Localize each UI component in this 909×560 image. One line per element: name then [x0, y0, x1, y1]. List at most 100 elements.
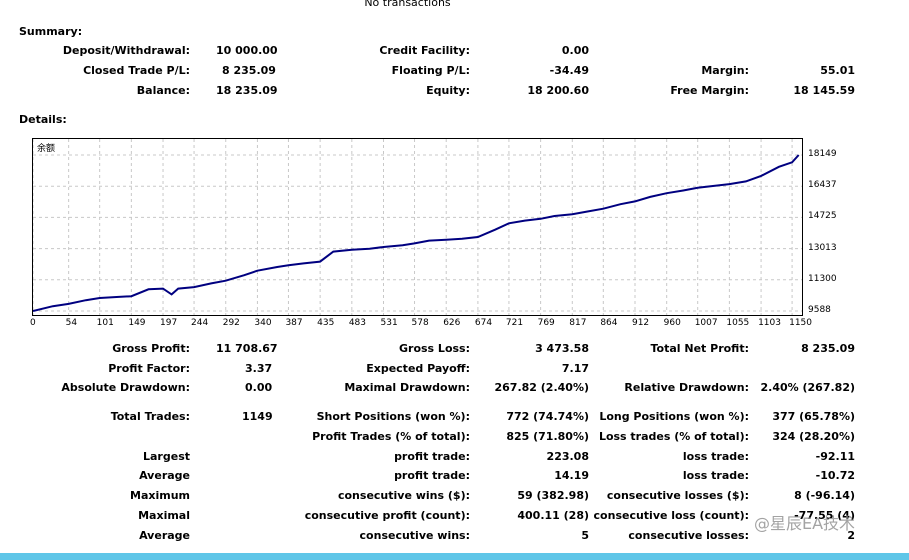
largest-profit-label: profit trade: [394, 450, 470, 463]
short-positions-value: 772 (74.74%) [506, 410, 589, 423]
net-profit-label: Total Net Profit: [650, 342, 750, 355]
closed-pl-value: 8 235.09 [222, 64, 276, 77]
loss-trades-label: Loss trades (% of total): [598, 430, 749, 443]
floating-pl-value: -34.49 [549, 64, 589, 77]
x-tick-label: 1055 [726, 318, 750, 328]
x-tick-label: 101 [96, 318, 114, 328]
maximal-drawdown-label: Maximal Drawdown: [344, 381, 470, 394]
no-transactions-note: No transactions [364, 0, 451, 9]
x-tick-label: 1103 [758, 318, 781, 328]
x-tick-label: 769 [537, 318, 555, 328]
y-tick-label: 13013 [808, 242, 837, 253]
deposit-label: Deposit/Withdrawal: [62, 44, 190, 57]
x-tick-label: 0 [30, 318, 36, 328]
short-positions-label: Short Positions (won %): [316, 410, 470, 423]
long-positions-label: Long Positions (won %): [599, 410, 749, 423]
net-profit-value: 8 235.09 [801, 342, 855, 355]
max-consecutive-wins-value: 59 (382.98) [517, 489, 589, 502]
x-tick-label: 483 [348, 318, 366, 328]
deposit-value: 10 000.00 [216, 44, 278, 57]
chart-legend: 余额 [37, 144, 56, 154]
maximal-label: Maximal [138, 509, 190, 522]
x-tick-label: 674 [474, 318, 493, 328]
avg-consecutive-losses-label: consecutive losses: [628, 529, 749, 542]
closed-pl-label: Closed Trade P/L: [83, 64, 190, 77]
balance-value: 18 235.09 [216, 84, 278, 97]
x-tick-label: 435 [317, 318, 335, 328]
x-tick-label: 387 [285, 318, 303, 328]
profit-factor-label: Profit Factor: [108, 362, 190, 375]
details-title: Details: [19, 113, 67, 126]
equity-label: Equity: [426, 84, 470, 97]
x-tick-label: 578 [411, 318, 429, 328]
average-profit-label: profit trade: [394, 469, 470, 482]
x-tick-label: 197 [160, 318, 178, 328]
x-tick-label: 1150 [789, 318, 812, 328]
average-loss-value: -10.72 [815, 469, 855, 482]
gross-profit-value: 11 708.67 [216, 342, 278, 355]
average-profit-value: 14.19 [554, 469, 589, 482]
x-tick-label: 960 [663, 318, 681, 328]
x-tick-label: 721 [505, 318, 524, 328]
y-tick-label: 9588 [808, 305, 831, 315]
x-tick-label: 340 [254, 318, 272, 328]
maximal-consecutive-loss-value: -77.55 (4) [794, 509, 855, 522]
max-consecutive-losses-label: consecutive losses ($): [606, 489, 749, 502]
expected-payoff-label: Expected Payoff: [366, 362, 470, 375]
profit-factor-value: 3.37 [245, 362, 273, 375]
equity-value: 18 200.60 [527, 84, 589, 97]
largest-loss-value: -92.11 [815, 450, 855, 463]
balance-chart: 余额 [32, 138, 803, 316]
x-tick-label: 149 [128, 318, 146, 328]
relative-drawdown-label: Relative Drawdown: [624, 381, 749, 394]
expected-payoff-value: 7.17 [561, 362, 589, 375]
gross-loss-label: Gross Loss: [399, 342, 470, 355]
x-tick-label: 817 [569, 318, 587, 328]
x-tick-label: 864 [600, 318, 618, 328]
y-tick-label: 18149 [808, 149, 837, 159]
margin-label: Margin: [701, 64, 749, 77]
x-tick-label: 531 [380, 318, 398, 328]
x-tick-label: 1007 [694, 318, 718, 328]
free-margin-value: 18 145.59 [793, 84, 855, 97]
credit-value: 0.00 [561, 44, 589, 57]
bottom-bar [0, 553, 909, 560]
long-positions-value: 377 (65.78%) [772, 410, 855, 423]
avg-consecutive-losses-value: 2 [847, 529, 855, 542]
largest-profit-value: 223.08 [546, 450, 589, 463]
credit-label: Credit Facility: [379, 44, 470, 57]
maximal-drawdown-value: 267.82 (2.40%) [494, 381, 590, 394]
maximum-label: Maximum [130, 489, 190, 502]
avg-consecutive-wins-value: 5 [581, 529, 589, 542]
maximal-consecutive-profit-value: 400.11 (28) [517, 509, 589, 522]
average-consecutive-label: Average [139, 529, 190, 542]
margin-value: 55.01 [820, 64, 855, 77]
balance-chart-svg [33, 139, 802, 315]
profit-trades-value: 825 (71.80%) [506, 430, 589, 443]
maximal-consecutive-loss-label: consecutive loss (count): [593, 509, 749, 522]
avg-consecutive-wins-label: consecutive wins: [359, 529, 470, 542]
largest-loss-label: loss trade: [682, 450, 749, 463]
x-tick-label: 54 [65, 318, 78, 328]
profit-trades-label: Profit Trades (% of total): [312, 430, 470, 443]
max-consecutive-wins-label: consecutive wins ($): [337, 489, 470, 502]
largest-label: Largest [143, 450, 190, 463]
x-tick-label: 292 [222, 318, 240, 328]
balance-label: Balance: [136, 84, 190, 97]
y-tick-label: 11300 [808, 273, 837, 284]
max-consecutive-losses-value: 8 (-96.14) [794, 489, 855, 502]
gross-profit-label: Gross Profit: [112, 342, 190, 355]
total-trades-label: Total Trades: [110, 410, 190, 423]
average-label: Average [139, 469, 190, 482]
summary-title: Summary: [19, 25, 83, 38]
watermark: @星辰EA技术 [754, 514, 856, 533]
y-tick-label: 14725 [808, 211, 837, 222]
x-tick-label: 244 [191, 318, 209, 328]
absolute-drawdown-label: Absolute Drawdown: [61, 381, 190, 394]
x-tick-label: 626 [443, 318, 461, 328]
relative-drawdown-value: 2.40% (267.82) [760, 381, 856, 394]
loss-trades-value: 324 (28.20%) [772, 430, 855, 443]
balance-series-line [33, 154, 800, 312]
floating-pl-label: Floating P/L: [391, 64, 470, 77]
maximal-consecutive-profit-label: consecutive profit (count): [304, 509, 470, 522]
